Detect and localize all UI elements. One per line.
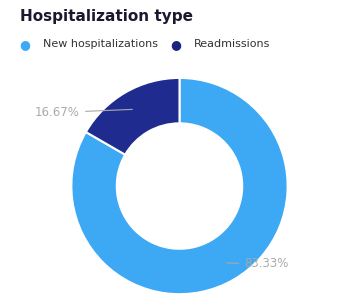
Text: 83.33%: 83.33% <box>227 257 289 271</box>
Text: ●: ● <box>20 38 31 51</box>
Text: 16.67%: 16.67% <box>35 106 132 119</box>
Wedge shape <box>71 78 288 294</box>
Text: ●: ● <box>171 38 181 51</box>
Wedge shape <box>86 78 180 155</box>
Text: Readmissions: Readmissions <box>194 39 270 49</box>
Text: New hospitalizations: New hospitalizations <box>43 39 158 49</box>
Text: Hospitalization type: Hospitalization type <box>20 9 193 24</box>
